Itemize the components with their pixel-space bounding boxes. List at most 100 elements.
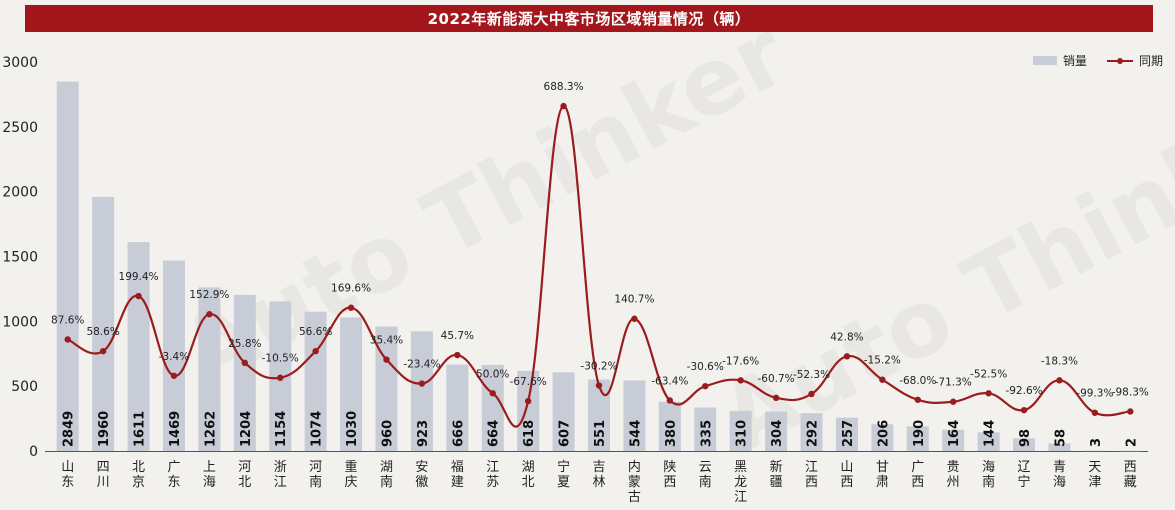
- line-point: [985, 390, 992, 397]
- bar: [588, 379, 610, 451]
- line-point: [206, 311, 213, 318]
- bar-value-label: 666: [451, 420, 466, 447]
- line-point: [489, 390, 496, 397]
- bar-value-label: 206: [876, 420, 891, 447]
- line-point: [454, 351, 461, 359]
- line-data-label: -30.6%: [687, 361, 724, 373]
- line-data-label: 688.3%: [544, 81, 584, 93]
- bar-value-label: 164: [947, 420, 962, 447]
- x-tick-label: 江西: [805, 460, 818, 490]
- line-point: [808, 390, 815, 398]
- x-tick-label: 山东: [61, 460, 74, 490]
- bar-value-label: 1960: [97, 411, 112, 447]
- bar-value-label: 664: [487, 420, 502, 447]
- bar-value-label: 1074: [310, 411, 325, 447]
- bar: [410, 331, 433, 451]
- line-data-label: -71.3%: [935, 377, 972, 389]
- x-tick-label: 辽宁: [1018, 460, 1031, 490]
- line-point: [772, 394, 780, 402]
- bar-value-label: 190: [912, 420, 927, 447]
- line-point: [524, 397, 532, 405]
- x-tick-label: 天津: [1088, 460, 1101, 490]
- line-data-label: -30.2%: [580, 361, 617, 373]
- line-point: [737, 377, 744, 384]
- x-tick-label: 浙江: [274, 460, 287, 490]
- x-tick-label: 内蒙古: [628, 459, 641, 505]
- y-tick-label: 1000: [2, 314, 38, 330]
- bar-value-label: 98: [1018, 429, 1033, 447]
- line-data-label: 58.6%: [86, 326, 119, 338]
- y-tick-label: 0: [29, 444, 38, 460]
- bar: [552, 372, 575, 451]
- line-data-label: -3.4%: [159, 351, 189, 363]
- line-data-label: -99.3%: [1076, 388, 1113, 400]
- line-point: [277, 374, 284, 381]
- line-point: [64, 336, 71, 343]
- x-tick-label: 河北: [238, 460, 251, 490]
- bar-value-label: 1611: [133, 411, 148, 447]
- line-point: [879, 376, 886, 383]
- x-tick-label: 甘肃: [876, 460, 889, 490]
- bar: [835, 417, 858, 451]
- line-point: [666, 397, 674, 404]
- y-tick-label: 2500: [2, 120, 38, 136]
- line-point: [1091, 409, 1099, 416]
- bar-value-label: 960: [380, 420, 395, 447]
- x-tick-label: 黑龙江: [734, 460, 747, 505]
- line-data-label: -52.3%: [793, 369, 830, 381]
- bar: [56, 81, 79, 452]
- legend-line-swatch: [1106, 56, 1133, 66]
- bar-value-label: 1262: [203, 411, 218, 447]
- line-data-label: -63.4%: [651, 375, 688, 387]
- bar: [729, 410, 752, 451]
- x-tick-label: 新疆: [770, 459, 783, 490]
- x-tick-label: 重庆: [345, 459, 358, 490]
- line-point: [1056, 377, 1063, 384]
- legend: 销量 同期: [1032, 52, 1163, 69]
- line-point: [631, 315, 638, 322]
- line-point: [418, 380, 426, 387]
- bar: [481, 364, 504, 451]
- bar: [375, 326, 398, 451]
- x-tick-label: 青海: [1053, 460, 1066, 490]
- x-tick-label: 广东: [167, 460, 180, 490]
- line-point: [843, 353, 851, 360]
- bar: [977, 432, 1000, 451]
- line-data-label: 35.4%: [370, 335, 403, 347]
- bar: [658, 401, 681, 451]
- bar-value-label: 2849: [62, 411, 77, 447]
- bar: [517, 370, 540, 451]
- bar: [906, 426, 929, 451]
- line-data-label: -60.7%: [758, 373, 795, 385]
- bar-value-label: 58: [1053, 429, 1068, 447]
- line-data-label: 56.6%: [299, 326, 332, 338]
- bar: [694, 407, 717, 451]
- line-data-label: -92.6%: [1005, 385, 1042, 397]
- line-point: [99, 347, 107, 355]
- bar-value-label: 923: [416, 420, 431, 447]
- line-data-label: 199.4%: [119, 271, 159, 283]
- line-data-label: -52.5%: [970, 368, 1007, 380]
- x-tick-label: 福建: [451, 460, 464, 490]
- x-tick-label: 广西: [911, 460, 924, 490]
- bar-value-label: 1154: [274, 411, 289, 447]
- bar: [233, 294, 256, 451]
- x-tick-label: 安徽: [415, 460, 428, 490]
- bar-value-label: 607: [558, 420, 573, 447]
- bar: [1083, 450, 1106, 452]
- bar-value-label: 144: [983, 420, 998, 447]
- bar: [871, 424, 894, 451]
- x-tick-label: 西藏: [1124, 460, 1137, 490]
- line-data-label: -67.6%: [510, 376, 547, 388]
- x-tick-label: 江苏: [486, 460, 499, 490]
- line-data-label: 25.8%: [228, 338, 261, 350]
- bar-value-label: 292: [806, 420, 821, 447]
- x-tick-label: 湖北: [522, 460, 535, 490]
- chart-title: 2022年新能源大中客市场区域销量情况（辆）: [25, 5, 1153, 32]
- line-point: [1127, 408, 1134, 415]
- bar: [1119, 450, 1142, 452]
- x-tick-label: 河南: [309, 460, 322, 490]
- line-data-label: -15.2%: [864, 355, 901, 367]
- bar-value-label: 257: [841, 420, 856, 447]
